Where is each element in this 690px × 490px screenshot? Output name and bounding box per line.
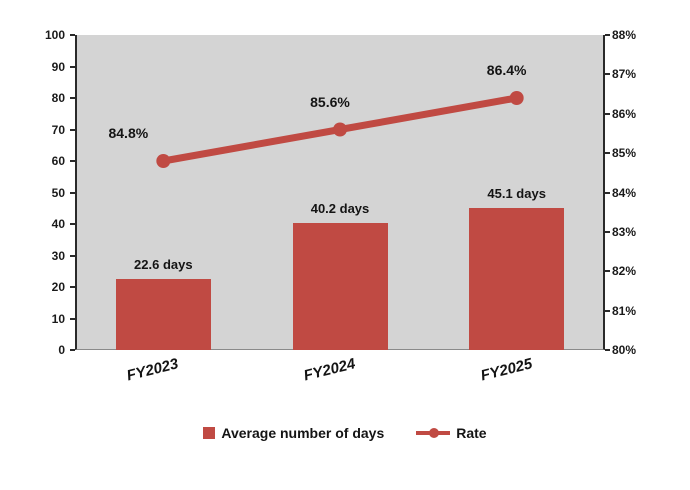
right-axis-tick-mark xyxy=(605,349,610,351)
right-axis-tick-label: 80% xyxy=(612,343,637,357)
left-axis-tick-label: 100 xyxy=(44,28,65,42)
bar-data-label: 45.1 days xyxy=(487,185,546,201)
left-axis-tick-label: 10 xyxy=(51,311,65,326)
bar-data-label: 22.6 days xyxy=(134,256,193,272)
x-axis-label-fy2024: FY2024 xyxy=(302,355,358,385)
right-axis-tick-label: 84% xyxy=(612,185,637,200)
left-axis-tick-mark xyxy=(70,286,75,288)
legend-label-bar: Average number of days xyxy=(221,425,385,441)
left-axis-tick-mark xyxy=(70,160,75,162)
left-axis-tick-mark xyxy=(70,97,75,99)
left-axis-tick-mark xyxy=(70,317,75,320)
right-axis-tick-label: 85% xyxy=(612,146,637,161)
right-axis-tick-mark xyxy=(605,191,610,194)
left-axis-tick-label: 0 xyxy=(58,343,65,357)
right-axis-tick-label: 83% xyxy=(612,224,637,239)
bar-FY2025 xyxy=(469,207,565,350)
bar-data-label: 40.2 days xyxy=(310,201,370,217)
left-axis-tick-mark xyxy=(70,191,75,194)
left-axis-tick-mark xyxy=(70,128,75,131)
right-axis-tick-mark xyxy=(605,152,610,155)
right-axis-tick-mark xyxy=(605,112,610,115)
left-axis-tick-label: 60 xyxy=(51,154,65,168)
left-axis-tick-mark xyxy=(70,349,75,351)
left-axis-tick-label: 90 xyxy=(51,59,65,74)
right-axis-tick-mark xyxy=(605,309,610,312)
right-axis-tick-label: 86% xyxy=(612,106,637,121)
bar-FY2024 xyxy=(292,223,388,350)
right-axis-tick-label: 87% xyxy=(612,67,637,82)
right-axis-tick-label: 88% xyxy=(612,28,637,42)
line-data-label: 86.4% xyxy=(486,62,527,78)
left-axis-tick-label: 70 xyxy=(51,122,65,137)
left-axis-tick-mark xyxy=(70,65,75,68)
left-axis-tick-mark xyxy=(70,34,75,36)
line-series-swatch-icon xyxy=(416,427,451,439)
right-axis-tick-label: 82% xyxy=(612,264,637,279)
legend-label-line: Rate xyxy=(456,425,487,441)
legend: Average number of days Rate xyxy=(0,425,690,441)
left-axis-tick-label: 20 xyxy=(51,280,65,294)
right-axis-tick-mark xyxy=(605,73,610,76)
left-axis-tick-mark xyxy=(70,223,75,225)
right-axis-tick-mark xyxy=(605,270,610,273)
line-data-label: 85.6% xyxy=(310,93,350,110)
left-axis-tick-label: 40 xyxy=(51,217,65,231)
right-axis-tick-label: 81% xyxy=(612,303,637,318)
bar-FY2023 xyxy=(115,278,211,350)
right-axis-tick-mark xyxy=(605,230,610,233)
left-axis-tick-label: 80 xyxy=(51,91,65,105)
left-axis-tick-mark xyxy=(70,254,75,257)
legend-item-bar[interactable]: Average number of days xyxy=(203,425,384,441)
left-axis-tick-label: 30 xyxy=(51,248,65,263)
x-axis-label-fy2023: FY2023 xyxy=(125,355,181,385)
left-axis-tick-label: 50 xyxy=(51,185,65,200)
x-axis-label-fy2025: FY2025 xyxy=(478,355,534,385)
bar-series-swatch-icon xyxy=(203,427,216,439)
right-axis-tick-mark xyxy=(605,34,610,36)
legend-item-line[interactable]: Rate xyxy=(394,425,487,441)
line-data-label: 84.8% xyxy=(108,125,149,141)
